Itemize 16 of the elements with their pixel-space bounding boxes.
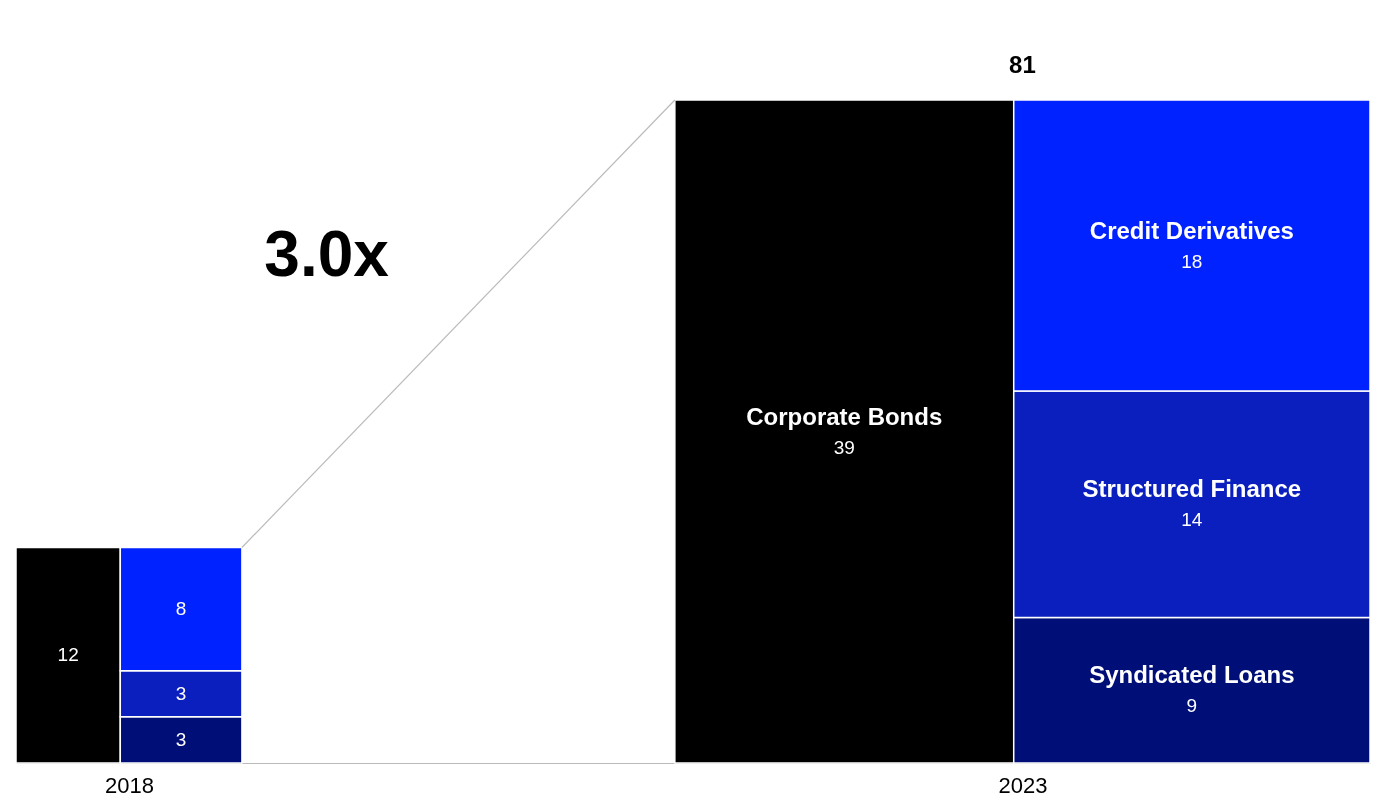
category-label: 2023 bbox=[998, 772, 1048, 798]
data-label: 12 bbox=[57, 644, 79, 666]
text: 81 bbox=[1009, 51, 1036, 78]
data-label: 8 bbox=[175, 598, 187, 620]
text: 3.0x bbox=[264, 218, 390, 291]
series-label: Structured Finance bbox=[1082, 475, 1302, 503]
data-label: 18 bbox=[1181, 250, 1203, 272]
data-label: 3 bbox=[175, 728, 187, 750]
category-label: 2018 bbox=[104, 772, 154, 798]
series-label: Corporate Bonds bbox=[746, 402, 943, 430]
series-label: Syndicated Loans bbox=[1089, 661, 1295, 689]
data-label: 9 bbox=[1186, 695, 1198, 717]
data-label: 3 bbox=[175, 682, 187, 704]
series-label: Credit Derivatives bbox=[1089, 216, 1294, 244]
data-label: 39 bbox=[833, 436, 855, 458]
data-label: 14 bbox=[1181, 509, 1203, 531]
